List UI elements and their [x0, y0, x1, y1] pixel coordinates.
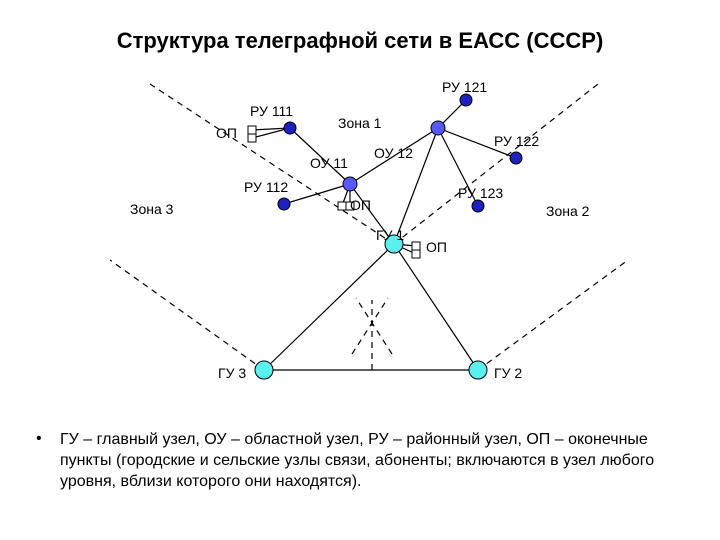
node-gu	[469, 361, 487, 379]
zone-boundary	[478, 260, 628, 370]
edge	[394, 244, 478, 370]
diagram-label: Зона 3	[130, 201, 174, 217]
edge	[264, 244, 394, 370]
edge	[284, 184, 350, 204]
node-ru	[510, 152, 522, 164]
diagram-label: РУ 123	[458, 185, 503, 201]
diagram-label: ГУ 3	[218, 365, 246, 381]
node-op	[338, 202, 346, 210]
diagram-label: ОП	[216, 125, 237, 141]
zone-boundary	[356, 298, 392, 354]
diagram-label: ГУ 1	[376, 227, 404, 243]
legend-bullet: •	[36, 430, 42, 448]
diagram-label: ОУ 12	[374, 145, 413, 161]
diagram-label: РУ 121	[442, 79, 487, 95]
node-ou	[343, 177, 357, 191]
node-op	[412, 250, 420, 258]
node-op	[248, 126, 256, 134]
node-ou	[431, 121, 445, 135]
diagram-label: ОУ 11	[310, 155, 348, 171]
diagram-label: ОП	[426, 239, 447, 255]
diagram-label: РУ 111	[250, 103, 293, 119]
node-op	[412, 242, 420, 250]
diagram-label: РУ 122	[494, 133, 539, 149]
node-op	[248, 134, 256, 142]
diagram-label: РУ 112	[244, 179, 288, 195]
node-ru	[284, 122, 296, 134]
diagram-label: ОП	[350, 197, 371, 213]
node-ru	[460, 94, 472, 106]
node-ru	[472, 200, 484, 212]
node-ru	[278, 198, 290, 210]
zone-boundary	[110, 260, 264, 370]
node-gu	[255, 361, 273, 379]
diagram-label: Зона 2	[546, 203, 590, 219]
diagram-label: Зона 1	[338, 115, 382, 131]
zone-boundary	[352, 298, 388, 354]
diagram-label: ГУ 2	[494, 365, 522, 381]
legend-text: ГУ – главный узел, ОУ – областной узел, …	[60, 430, 680, 492]
